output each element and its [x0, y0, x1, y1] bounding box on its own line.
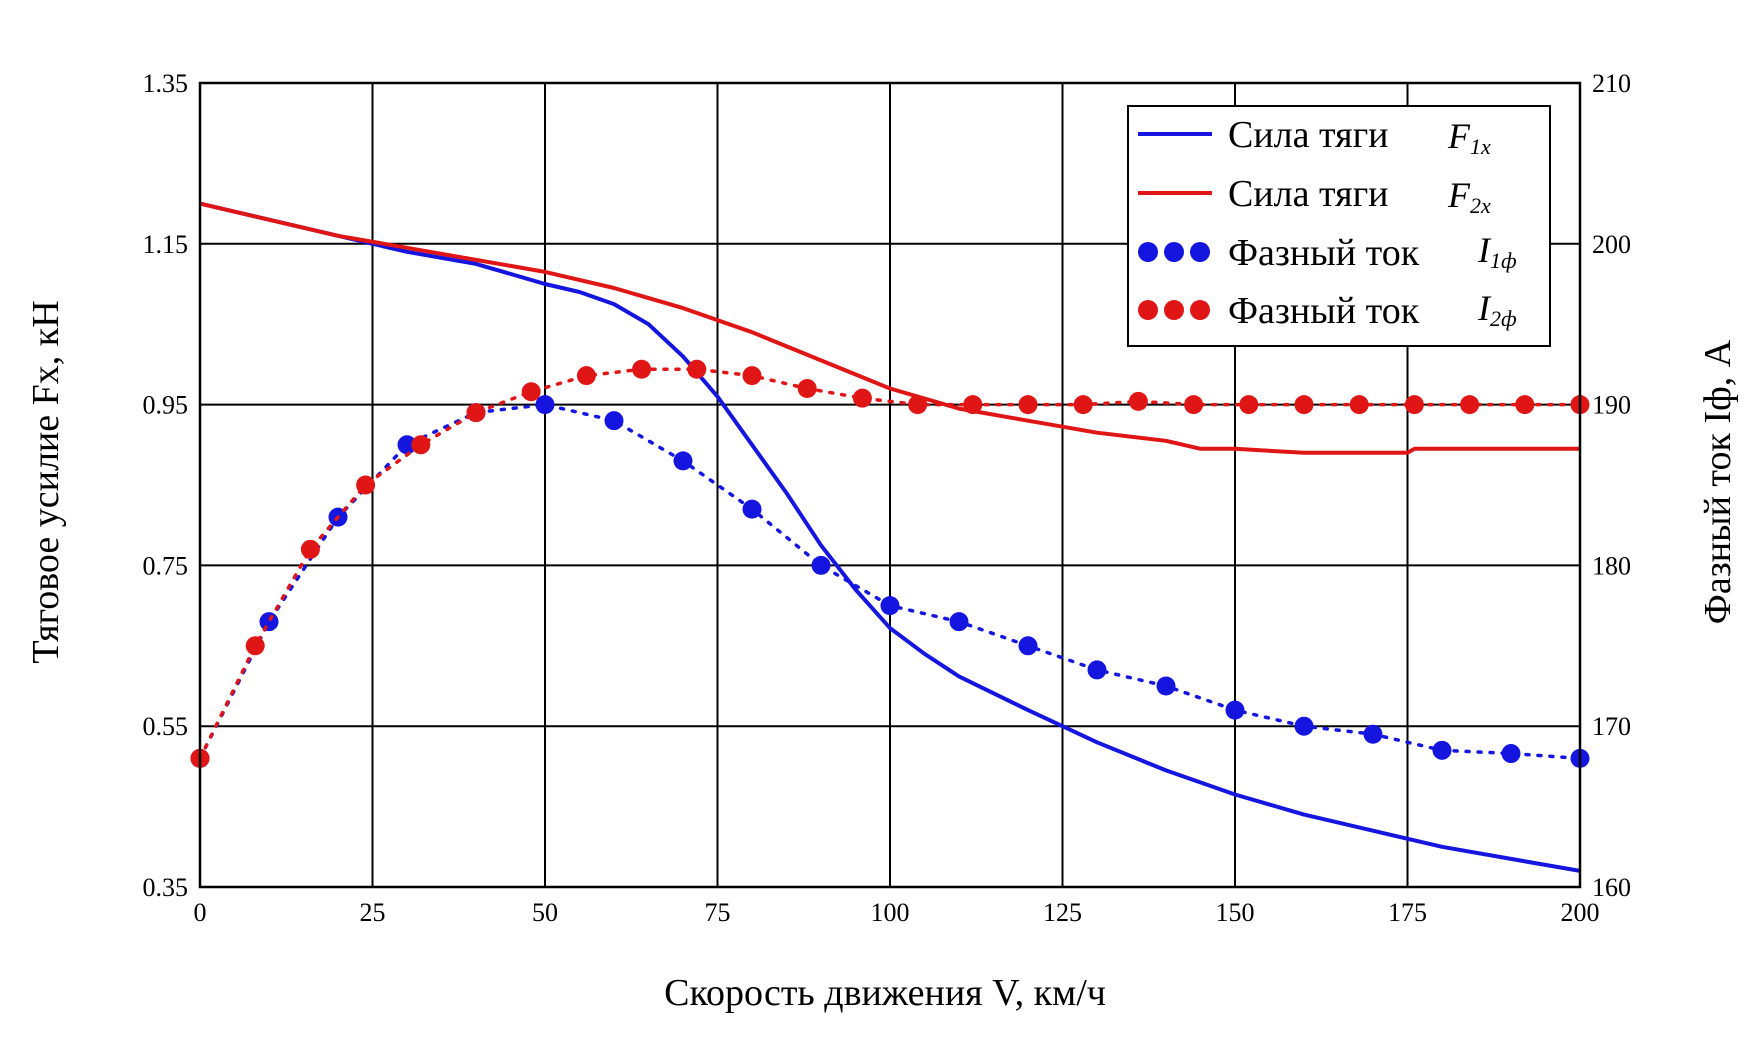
y-left-tick-label: 0.55 — [143, 712, 189, 741]
series-i1f-point — [811, 555, 831, 575]
series-f2x-line — [199, 201, 1580, 455]
legend-label-f2x: Сила тяги — [1228, 173, 1389, 215]
series-i2f-point — [963, 395, 983, 415]
x-tick-label: 25 — [360, 898, 386, 927]
legend-marker-i1f — [1138, 242, 1158, 262]
legend-marker-i2f — [1164, 300, 1184, 320]
series-i2f-point — [1515, 395, 1535, 415]
series-i2f-point — [1128, 391, 1148, 411]
y-left-tick-label: 0.35 — [143, 873, 189, 902]
legend-marker-i1f — [1190, 242, 1210, 262]
series-i1f-point — [1363, 724, 1383, 744]
series-i2f-point — [1294, 395, 1314, 415]
series-i1f-point — [1018, 636, 1038, 656]
series-i2f-point — [1460, 395, 1480, 415]
series-i2f-point — [245, 636, 265, 656]
series-i2f-point — [1073, 395, 1093, 415]
series-i2f-point — [632, 359, 652, 379]
plot-frame — [198, 81, 1582, 889]
legend-entry-f2x: Сила тяги F2x — [1138, 173, 1491, 218]
series-i1f-point — [673, 451, 693, 471]
legend-marker-i2f — [1138, 300, 1158, 320]
series-i2f-point — [1404, 395, 1424, 415]
y-axis-right-title: Фазный ток Iф, А — [1697, 339, 1739, 624]
legend-label-i1f: Фазный ток — [1228, 232, 1420, 274]
series-i1f-point — [1087, 660, 1107, 680]
series-f1x-line — [199, 201, 1581, 873]
series-i1f-point — [604, 411, 624, 431]
series-i2f-point — [300, 539, 320, 559]
series-i1f-point — [1294, 716, 1314, 736]
y-left-tick-label: 0.75 — [143, 551, 189, 580]
legend-entry-f1x: Сила тяги F1x — [1138, 114, 1491, 159]
series-i2f-point — [687, 359, 707, 379]
x-tick-label: 150 — [1216, 898, 1255, 927]
x-tick-label: 75 — [705, 898, 731, 927]
legend-entry-i2f: Фазный ток I2ф — [1138, 288, 1517, 332]
y-right-tick-label: 180 — [1592, 551, 1631, 580]
chart-series — [190, 201, 1590, 873]
legend-symbol-i1f: I1ф — [1477, 230, 1517, 273]
legend-symbol-f2x: F2x — [1447, 175, 1491, 218]
legend: Сила тяги F1x Сила тяги F2x Фазный ток I… — [1127, 105, 1551, 347]
series-i2f-point — [797, 379, 817, 399]
series-i1f-point — [397, 435, 417, 455]
series-i2f-line — [198, 367, 1582, 761]
legend-symbol-i2f: I2ф — [1477, 288, 1517, 331]
legend-entry-i1f: Фазный ток I1ф — [1138, 230, 1517, 274]
y-right-tick-label: 160 — [1592, 873, 1631, 902]
series-i2f-point — [1018, 395, 1038, 415]
series-i2f-point — [1239, 395, 1259, 415]
x-tick-label: 175 — [1388, 898, 1427, 927]
series-i2f-point — [852, 388, 872, 408]
series-i1f-point — [1501, 744, 1521, 764]
series-i2f-point — [742, 366, 762, 386]
series-i2f-point — [1184, 395, 1204, 415]
series-i2f-point — [1349, 395, 1369, 415]
x-tick-label: 50 — [532, 898, 558, 927]
legend-label-f1x: Сила тяги — [1228, 114, 1389, 156]
x-tick-label: 200 — [1561, 898, 1600, 927]
series-i1f-point — [742, 499, 762, 519]
axis-ticks: 0 25 50 75 100 125 150 175 200 0.35 0.55 0.75 0.95 1.… — [143, 69, 1632, 927]
series-i2f-point — [411, 435, 431, 455]
series-i1f-point — [1432, 740, 1452, 760]
y-left-tick-label: 1.35 — [143, 69, 189, 98]
series-i1f-point — [949, 612, 969, 632]
series-i1f-point — [1156, 676, 1176, 696]
series-i2f-point — [521, 382, 541, 402]
x-axis-title: Скорость движения V, км/ч — [664, 972, 1106, 1014]
x-tick-label: 0 — [194, 898, 207, 927]
y-right-tick-label: 210 — [1592, 69, 1631, 98]
series-i1f-point — [259, 612, 279, 632]
series-i2f-point — [576, 366, 596, 386]
legend-symbol-f1x: F1x — [1447, 116, 1491, 159]
series-i1f-point — [880, 596, 900, 616]
legend-label-i2f: Фазный ток — [1228, 290, 1420, 332]
legend-marker-i2f — [1190, 300, 1210, 320]
series-i2f-point — [908, 395, 928, 415]
series-i1f-point — [535, 395, 555, 415]
series-i2f-point — [466, 403, 486, 423]
series-i2f-point — [356, 475, 376, 495]
series-i1f-point — [1225, 700, 1245, 720]
y-left-tick-label: 0.95 — [143, 391, 189, 420]
y-left-tick-label: 1.15 — [143, 230, 189, 259]
y-right-tick-label: 190 — [1592, 391, 1631, 420]
x-tick-label: 100 — [871, 898, 910, 927]
y-right-tick-label: 170 — [1592, 712, 1631, 741]
x-tick-label: 125 — [1043, 898, 1082, 927]
y-right-tick-label: 200 — [1592, 230, 1631, 259]
y-axis-left-title: Тяговое усилие Fx, кН — [25, 300, 67, 663]
legend-marker-i1f — [1164, 242, 1184, 262]
